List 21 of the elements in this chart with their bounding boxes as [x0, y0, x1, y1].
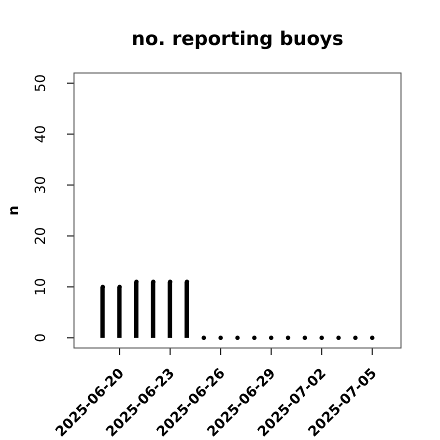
point [336, 336, 341, 340]
y-tick-label: 50 [33, 74, 49, 92]
point [235, 336, 240, 340]
y-tick-label: 0 [33, 333, 49, 342]
y-tick-label: 10 [33, 278, 49, 296]
point [370, 336, 374, 340]
point [320, 336, 324, 340]
point [286, 336, 290, 340]
chart-title: no. reporting buoys [132, 28, 344, 50]
point [134, 280, 139, 284]
point [218, 336, 223, 340]
point [202, 336, 206, 340]
y-tick-label: 40 [33, 125, 49, 144]
point [252, 336, 257, 340]
y-tick-label: 30 [33, 176, 49, 194]
point [184, 280, 190, 284]
y-axis-title: n [6, 206, 22, 216]
y-tick-label: 20 [33, 227, 49, 245]
point [353, 336, 358, 340]
point [268, 336, 274, 340]
point [302, 336, 308, 340]
